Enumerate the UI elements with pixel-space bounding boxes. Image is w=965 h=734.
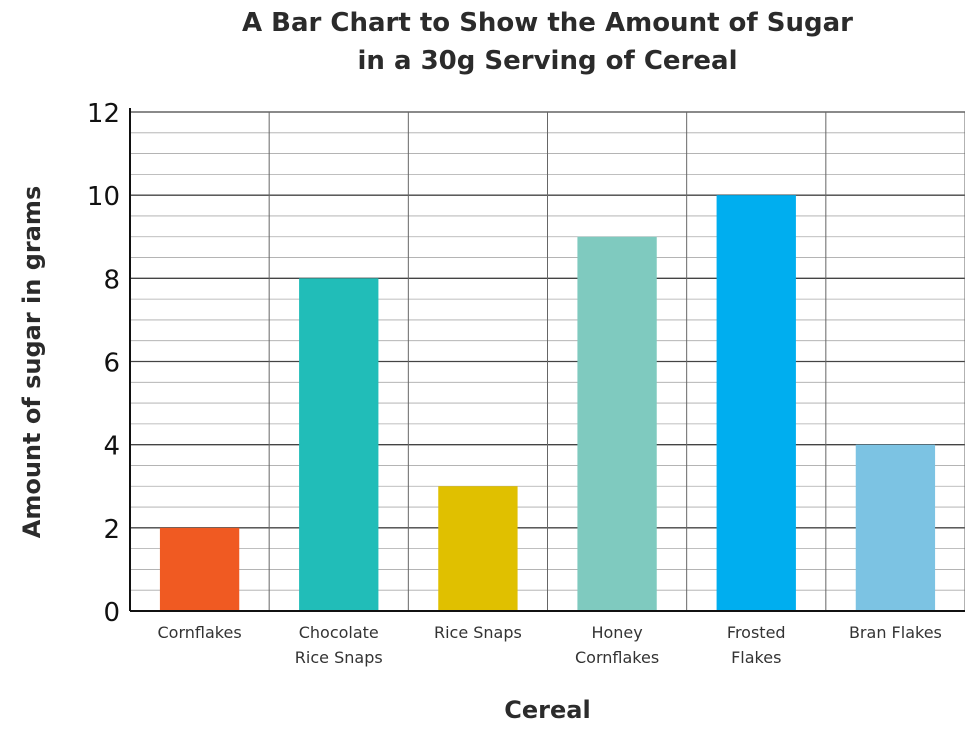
x-category-label: Honey bbox=[591, 623, 642, 642]
y-tick-label: 8 bbox=[103, 265, 120, 295]
y-tick-label: 0 bbox=[103, 598, 120, 628]
bar bbox=[159, 527, 240, 611]
x-category-label: Cornflakes bbox=[158, 623, 242, 642]
y-tick-label: 12 bbox=[87, 99, 120, 129]
chart-grid bbox=[129, 111, 965, 612]
y-tick-label: 10 bbox=[87, 182, 120, 212]
bars-group bbox=[159, 195, 936, 611]
y-ticks-group: 0 2 4 6 8 10 12 bbox=[87, 99, 120, 628]
y-axis-label: Amount of sugar in grams bbox=[18, 186, 46, 538]
x-category-label: Bran Flakes bbox=[849, 623, 942, 642]
x-category-label: Cornflakes bbox=[575, 648, 659, 667]
bar bbox=[716, 195, 796, 611]
bar bbox=[855, 444, 936, 611]
axes-group bbox=[129, 108, 965, 612]
chart-title-line-2: in a 30g Serving of Cereal bbox=[357, 46, 738, 76]
x-category-label: Chocolate bbox=[299, 623, 379, 642]
chart-title-line-1: A Bar Chart to Show the Amount of Sugar bbox=[242, 8, 853, 38]
bar bbox=[438, 486, 518, 611]
x-axis-label: Cereal bbox=[504, 696, 591, 724]
x-category-label: Rice Snaps bbox=[295, 648, 383, 667]
x-category-label: Flakes bbox=[731, 648, 781, 667]
x-categories-group: Cornflakes Chocolate Rice Snaps Rice Snaps H… bbox=[158, 623, 942, 667]
y-tick-label: 6 bbox=[103, 349, 120, 379]
y-tick-label: 2 bbox=[103, 515, 120, 545]
chart-title: A Bar Chart to Show the Amount of Sugar … bbox=[130, 4, 965, 80]
x-category-label: Rice Snaps bbox=[434, 623, 522, 642]
bar bbox=[299, 278, 379, 611]
x-category-label: Frosted bbox=[727, 623, 786, 642]
bar bbox=[577, 236, 657, 611]
y-tick-label: 4 bbox=[103, 432, 120, 462]
